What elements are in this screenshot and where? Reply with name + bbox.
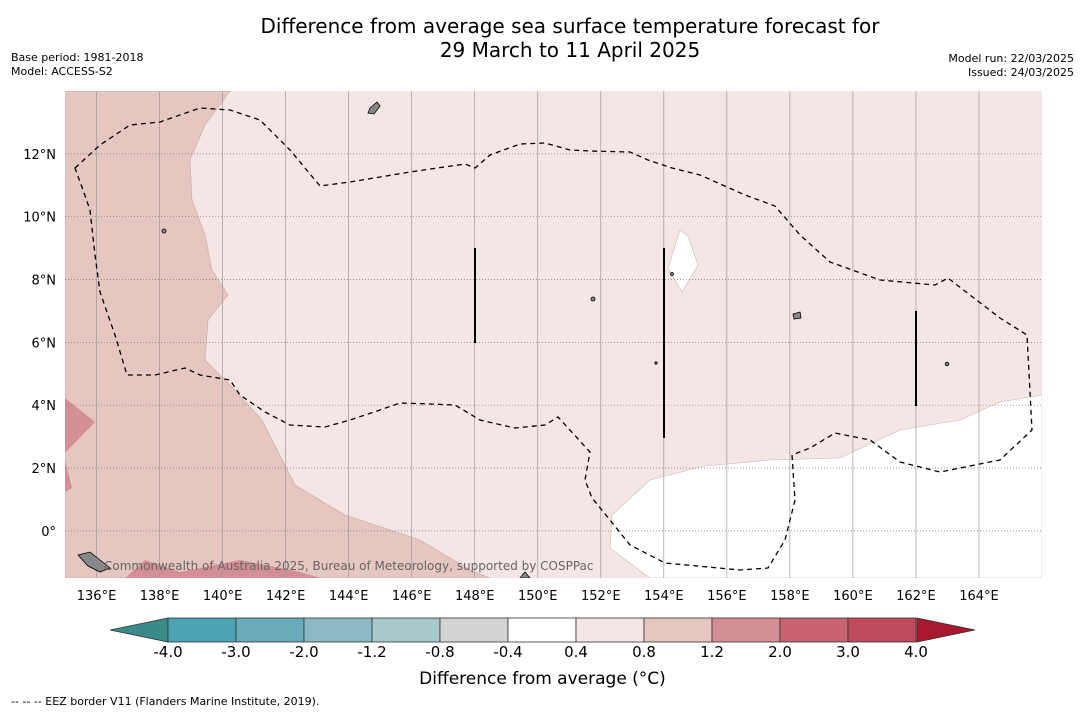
lat-tick-label: 6°N: [32, 336, 57, 351]
colorbar-bins: [167, 617, 917, 643]
colorbar-label: 2.0: [768, 643, 792, 661]
colorbar-label: -3.0: [221, 643, 251, 661]
lat-tick-labels: 12°N 10°N 8°N 6°N 4°N 2°N 0°: [23, 148, 56, 540]
island-chuuk: [590, 296, 596, 302]
lat-tick-label: 2°N: [32, 462, 57, 477]
island-small-a: [670, 272, 674, 276]
island-kosrae: [944, 361, 950, 367]
colorbar-bin: [439, 617, 509, 643]
colorbar-bin: [303, 617, 373, 643]
lon-tick-label: 154°E: [644, 589, 684, 604]
lon-tick-labels: 136°E 138°E 140°E 142°E 144°E 146°E 148°E 150°E…: [77, 589, 999, 604]
colorbar-title: Difference from average (°C): [419, 669, 666, 689]
lon-tick-label: 136°E: [77, 589, 117, 604]
watermark: Commonwealth of Australia 2025, Bureau o…: [104, 559, 594, 573]
lon-tick-label: 158°E: [770, 589, 810, 604]
island-yap: [161, 228, 167, 234]
lon-tick-label: 142°E: [266, 589, 306, 604]
meta-right: Model run: 22/03/2025 Issued: 24/03/2025: [948, 52, 1074, 80]
lon-tick-label: 148°E: [455, 589, 495, 604]
lon-tick-label: 156°E: [707, 589, 747, 604]
colorbar-label: -0.4: [493, 643, 523, 661]
island-guam: [367, 101, 381, 115]
eez-border: [74, 107, 1033, 571]
lon-tick-label: 152°E: [581, 589, 621, 604]
chart-title: Difference from average sea surface temp…: [0, 14, 1085, 62]
lon-tick-label: 150°E: [518, 589, 558, 604]
title-line-1: Difference from average sea surface temp…: [260, 14, 880, 38]
colorbar-bin: [847, 617, 917, 643]
colorbar-bin: [507, 617, 577, 643]
colorbar-over-arrow: [916, 617, 976, 643]
colorbar-label: -2.0: [289, 643, 319, 661]
colorbar: [109, 617, 976, 643]
anomaly-region-neutral-east: [609, 394, 1042, 578]
colorbar-bin: [779, 617, 849, 643]
base-period: Base period: 1981-2018: [11, 51, 144, 64]
lon-tick-label: 138°E: [140, 589, 180, 604]
lon-tick-label: 162°E: [896, 589, 936, 604]
colorbar-bin: [167, 617, 237, 643]
lat-tick-label: 4°N: [32, 399, 57, 414]
island-small-b: [654, 361, 658, 365]
land-features: [77, 101, 950, 578]
island-palau: [77, 551, 111, 573]
lon-tick-label: 164°E: [959, 589, 999, 604]
colorbar-label: 4.0: [904, 643, 928, 661]
model-name: Model: ACCESS-S2: [11, 65, 113, 78]
zone-boundaries: [474, 248, 917, 438]
colorbar-bin: [235, 617, 305, 643]
island-pohnpei: [792, 311, 802, 320]
lon-tick-label: 160°E: [833, 589, 873, 604]
colorbar-label: -4.0: [153, 643, 183, 661]
lat-tick-label: 12°N: [23, 148, 56, 163]
colorbar-label: -1.2: [357, 643, 387, 661]
meta-left: Base period: 1981-2018 Model: ACCESS-S2: [11, 51, 143, 79]
island-new-guinea-edge: [519, 571, 531, 578]
colorbar-label: 0.4: [564, 643, 588, 661]
anomaly-region-1-2-2-0-west: [65, 398, 95, 453]
lat-tick-label: 10°N: [23, 211, 56, 226]
model-run: Model run: 22/03/2025: [948, 52, 1074, 65]
anomaly-region-neutral-island: [667, 229, 699, 293]
colorbar-bin: [643, 617, 713, 643]
lat-tick-label: 8°N: [32, 274, 57, 289]
colorbar-bin: [711, 617, 781, 643]
colorbar-label: 3.0: [836, 643, 860, 661]
lon-tick-label: 140°E: [203, 589, 243, 604]
colorbar-bin: [371, 617, 441, 643]
colorbar-bin: [575, 617, 645, 643]
map-area: Commonwealth of Australia 2025, Bureau o…: [65, 91, 1042, 578]
anomaly-region-0-8-1-2: [65, 91, 491, 578]
anomaly-region-1-2-2-0-edge: [65, 460, 72, 492]
colorbar-label: -0.8: [425, 643, 455, 661]
issued-date: Issued: 24/03/2025: [967, 66, 1074, 79]
lon-tick-label: 144°E: [329, 589, 369, 604]
eez-footnote: -- -- -- EEZ border V11 (Flanders Marine…: [11, 695, 320, 708]
lat-tick-label: 0°: [41, 525, 56, 540]
colorbar-label: 0.8: [632, 643, 656, 661]
colorbar-under-arrow: [109, 617, 169, 643]
colorbar-label: 1.2: [700, 643, 724, 661]
lon-tick-label: 146°E: [392, 589, 432, 604]
title-line-2: 29 March to 11 April 2025: [439, 38, 701, 62]
